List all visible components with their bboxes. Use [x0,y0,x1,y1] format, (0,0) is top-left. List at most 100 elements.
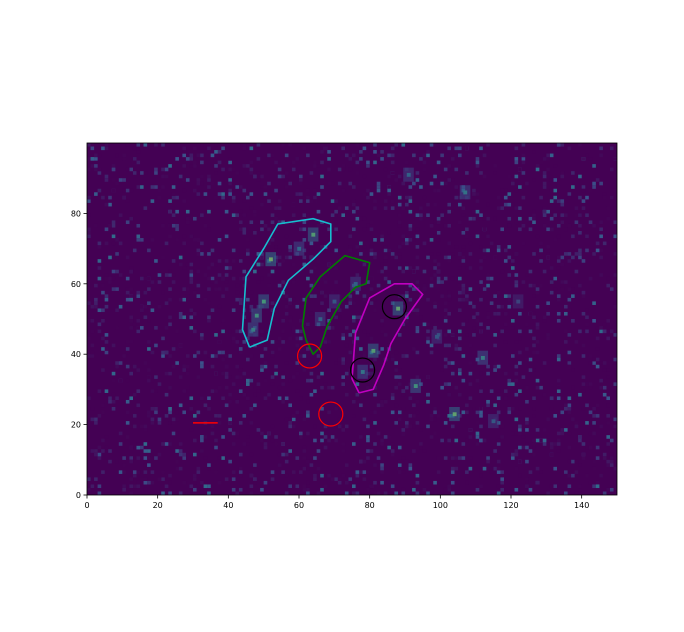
noise-pixel [302,248,307,253]
noise-pixel [366,223,370,228]
noise-pixel [521,223,526,228]
noise-pixel [535,290,540,295]
noise-pixel [479,146,483,151]
noise-pixel [397,333,402,337]
noise-pixel [546,438,550,443]
noise-pixel [567,459,572,464]
noise-pixel [606,329,611,334]
noise-pixel [235,297,240,302]
noise-pixel [210,280,215,284]
noise-pixel [214,438,218,443]
noise-pixel [401,491,406,495]
noise-pixel [609,456,614,460]
noise-pixel [228,181,232,186]
noise-pixel [189,266,194,270]
noise-pixel [224,209,229,214]
noise-pixel [609,167,614,172]
noise-pixel [362,350,367,355]
noise-pixel [383,276,388,281]
noise-pixel [221,396,225,401]
noise-pixel [267,227,271,232]
noise-pixel [281,371,285,376]
noise-pixel [507,273,512,277]
noise-pixel [115,153,119,158]
noise-pixel [284,361,289,365]
noise-pixel [94,421,98,425]
noise-pixel [90,319,95,323]
noise-pixel [613,424,617,429]
noise-pixel [217,273,222,277]
noise-pixel [288,484,293,489]
noise-pixel [546,245,550,249]
noise-pixel [532,368,536,372]
noise-pixel [461,297,466,302]
noise-pixel [489,301,494,305]
noise-pixel [277,463,282,467]
noise-pixel [270,470,275,474]
noise-pixel [383,248,388,253]
noise-pixel [443,301,448,305]
noise-pixel [567,297,572,302]
noise-pixel [196,248,201,253]
noise-pixel [585,308,589,313]
noise-pixel [267,153,271,158]
noise-pixel [316,259,321,263]
noise-pixel [214,371,218,376]
noise-pixel [288,417,293,422]
noise-pixel [316,146,321,151]
noise-pixel [394,350,399,355]
noise-pixel [200,213,204,217]
noise-pixel [97,266,102,270]
noise-pixel [171,192,176,196]
noise-pixel [161,143,165,147]
noise-pixel [101,146,105,151]
noise-pixel [588,354,593,358]
noise-pixel [154,456,158,460]
noise-pixel [320,407,324,411]
noise-pixel [412,238,416,242]
noise-pixel [97,452,102,457]
noise-pixel [518,185,522,189]
noise-pixel [235,283,240,288]
noise-pixel [578,438,582,443]
noise-pixel [267,392,271,397]
noise-pixel [447,392,452,397]
noise-pixel [104,350,109,355]
noise-pixel [461,290,466,295]
noise-pixel [408,209,413,214]
noise-pixel [295,410,300,415]
noise-pixel [263,192,268,196]
noise-pixel [274,227,278,232]
noise-pixel [238,347,243,351]
noise-pixel [373,392,377,397]
noise-pixel [284,459,289,464]
noise-pixel [433,431,437,436]
noise-pixel [136,484,141,489]
noise-pixel [560,287,565,291]
noise-pixel [503,371,508,376]
noise-pixel [253,477,257,481]
noise-pixel [380,157,384,161]
noise-pixel [532,452,536,457]
noise-pixel [366,424,370,429]
noise-pixel [390,392,395,397]
noise-pixel [334,227,338,232]
noise-pixel [196,238,201,242]
noise-pixel [277,347,282,351]
noise-pixel [454,329,459,334]
noise-pixel [185,385,190,390]
noise-pixel [408,199,413,203]
noise-pixel [465,403,469,408]
noise-pixel [256,157,261,161]
noise-pixel [125,399,130,404]
noise-pixel [94,301,98,305]
noise-pixel [472,304,476,309]
noise-pixel [588,248,593,253]
noise-pixel [164,273,169,277]
noise-pixel [263,396,268,401]
noise-pixel [224,403,229,408]
noise-pixel [606,206,611,210]
noise-pixel [426,150,430,154]
noise-pixel [115,308,119,313]
